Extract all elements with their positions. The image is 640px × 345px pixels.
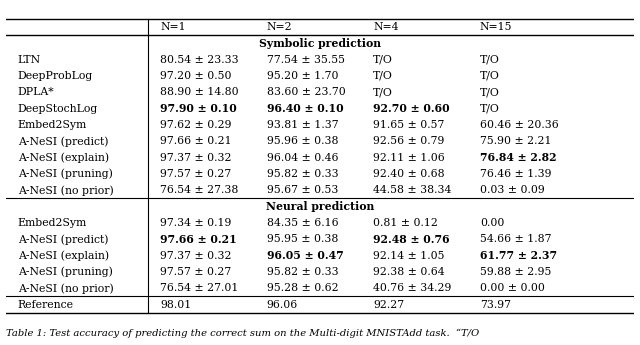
Text: 97.37 ± 0.32: 97.37 ± 0.32 xyxy=(160,152,232,162)
Text: 95.96 ± 0.38: 95.96 ± 0.38 xyxy=(267,136,338,146)
Text: LTN: LTN xyxy=(18,55,41,65)
Text: DeepProbLog: DeepProbLog xyxy=(18,71,93,81)
Text: Embed2Sym: Embed2Sym xyxy=(18,218,87,228)
Text: 80.54 ± 23.33: 80.54 ± 23.33 xyxy=(160,55,239,65)
Text: A-NeSI (no prior): A-NeSI (no prior) xyxy=(18,185,113,196)
Text: T/O: T/O xyxy=(480,71,500,81)
Text: Reference: Reference xyxy=(18,300,74,310)
Text: 96.40 ± 0.10: 96.40 ± 0.10 xyxy=(267,103,343,114)
Text: A-NeSI (predict): A-NeSI (predict) xyxy=(18,136,108,147)
Text: 0.03 ± 0.09: 0.03 ± 0.09 xyxy=(480,185,545,195)
Text: 96.05 ± 0.47: 96.05 ± 0.47 xyxy=(267,250,344,261)
Text: N=2: N=2 xyxy=(267,22,292,32)
Text: 73.97: 73.97 xyxy=(480,300,511,310)
Text: A-NeSI (predict): A-NeSI (predict) xyxy=(18,234,108,245)
Text: 0.81 ± 0.12: 0.81 ± 0.12 xyxy=(373,218,438,228)
Text: N=1: N=1 xyxy=(160,22,186,32)
Text: 77.54 ± 35.55: 77.54 ± 35.55 xyxy=(267,55,345,65)
Text: 97.57 ± 0.27: 97.57 ± 0.27 xyxy=(160,267,231,277)
Text: 75.90 ± 2.21: 75.90 ± 2.21 xyxy=(480,136,552,146)
Text: 92.11 ± 1.06: 92.11 ± 1.06 xyxy=(373,152,445,162)
Text: Embed2Sym: Embed2Sym xyxy=(18,120,87,130)
Text: 95.20 ± 1.70: 95.20 ± 1.70 xyxy=(267,71,338,81)
Text: T/O: T/O xyxy=(373,71,393,81)
Text: 93.81 ± 1.37: 93.81 ± 1.37 xyxy=(267,120,339,130)
Text: A-NeSI (explain): A-NeSI (explain) xyxy=(18,250,109,261)
Text: 97.90 ± 0.10: 97.90 ± 0.10 xyxy=(160,103,237,114)
Text: 96.04 ± 0.46: 96.04 ± 0.46 xyxy=(267,152,338,162)
Text: Neural prediction: Neural prediction xyxy=(266,201,374,212)
Text: 92.38 ± 0.64: 92.38 ± 0.64 xyxy=(373,267,445,277)
Text: 98.01: 98.01 xyxy=(160,300,191,310)
Text: T/O: T/O xyxy=(373,55,393,65)
Text: 76.46 ± 1.39: 76.46 ± 1.39 xyxy=(480,169,552,179)
Text: 59.88 ± 2.95: 59.88 ± 2.95 xyxy=(480,267,551,277)
Text: 84.35 ± 6.16: 84.35 ± 6.16 xyxy=(267,218,339,228)
Text: 97.62 ± 0.29: 97.62 ± 0.29 xyxy=(160,120,232,130)
Text: 92.14 ± 1.05: 92.14 ± 1.05 xyxy=(373,250,445,260)
Text: 95.67 ± 0.53: 95.67 ± 0.53 xyxy=(267,185,338,195)
Text: N=4: N=4 xyxy=(373,22,399,32)
Text: T/O: T/O xyxy=(480,104,500,114)
Text: 97.37 ± 0.32: 97.37 ± 0.32 xyxy=(160,250,232,260)
Text: T/O: T/O xyxy=(480,87,500,97)
Text: 95.82 ± 0.33: 95.82 ± 0.33 xyxy=(267,267,339,277)
Text: 76.84 ± 2.82: 76.84 ± 2.82 xyxy=(480,152,557,163)
Text: 92.48 ± 0.76: 92.48 ± 0.76 xyxy=(373,234,450,245)
Text: 61.77 ± 2.37: 61.77 ± 2.37 xyxy=(480,250,557,261)
Text: 92.40 ± 0.68: 92.40 ± 0.68 xyxy=(373,169,445,179)
Text: 54.66 ± 1.87: 54.66 ± 1.87 xyxy=(480,234,552,244)
Text: 91.65 ± 0.57: 91.65 ± 0.57 xyxy=(373,120,445,130)
Text: A-NeSI (pruning): A-NeSI (pruning) xyxy=(18,267,113,277)
Text: 40.76 ± 34.29: 40.76 ± 34.29 xyxy=(373,283,452,293)
Text: A-NeSI (pruning): A-NeSI (pruning) xyxy=(18,169,113,179)
Text: 83.60 ± 23.70: 83.60 ± 23.70 xyxy=(267,87,346,97)
Text: A-NeSI (explain): A-NeSI (explain) xyxy=(18,152,109,163)
Text: T/O: T/O xyxy=(373,87,393,97)
Text: 76.54 ± 27.38: 76.54 ± 27.38 xyxy=(160,185,239,195)
Text: 76.54 ± 27.01: 76.54 ± 27.01 xyxy=(160,283,239,293)
Text: 96.06: 96.06 xyxy=(267,300,298,310)
Text: 0.00: 0.00 xyxy=(480,218,504,228)
Text: 44.58 ± 38.34: 44.58 ± 38.34 xyxy=(373,185,452,195)
Text: 95.82 ± 0.33: 95.82 ± 0.33 xyxy=(267,169,339,179)
Text: 0.00 ± 0.00: 0.00 ± 0.00 xyxy=(480,283,545,293)
Text: A-NeSI (no prior): A-NeSI (no prior) xyxy=(18,283,113,294)
Text: DPLA*: DPLA* xyxy=(18,87,54,97)
Text: 95.95 ± 0.38: 95.95 ± 0.38 xyxy=(267,234,338,244)
Text: 97.34 ± 0.19: 97.34 ± 0.19 xyxy=(160,218,232,228)
Text: 95.28 ± 0.62: 95.28 ± 0.62 xyxy=(267,283,339,293)
Text: 97.57 ± 0.27: 97.57 ± 0.27 xyxy=(160,169,231,179)
Text: 92.56 ± 0.79: 92.56 ± 0.79 xyxy=(373,136,445,146)
Text: Table 1: Test accuracy of predicting the correct sum on the Multi-digit MNISTAdd: Table 1: Test accuracy of predicting the… xyxy=(6,328,479,338)
Text: 97.66 ± 0.21: 97.66 ± 0.21 xyxy=(160,234,237,245)
Text: 97.66 ± 0.21: 97.66 ± 0.21 xyxy=(160,136,232,146)
Text: 97.20 ± 0.50: 97.20 ± 0.50 xyxy=(160,71,232,81)
Text: T/O: T/O xyxy=(480,55,500,65)
Text: 88.90 ± 14.80: 88.90 ± 14.80 xyxy=(160,87,239,97)
Text: Symbolic prediction: Symbolic prediction xyxy=(259,38,381,49)
Text: 60.46 ± 20.36: 60.46 ± 20.36 xyxy=(480,120,559,130)
Text: 92.27: 92.27 xyxy=(373,300,404,310)
Text: DeepStochLog: DeepStochLog xyxy=(18,104,98,114)
Text: 92.70 ± 0.60: 92.70 ± 0.60 xyxy=(373,103,450,114)
Text: N=15: N=15 xyxy=(480,22,513,32)
